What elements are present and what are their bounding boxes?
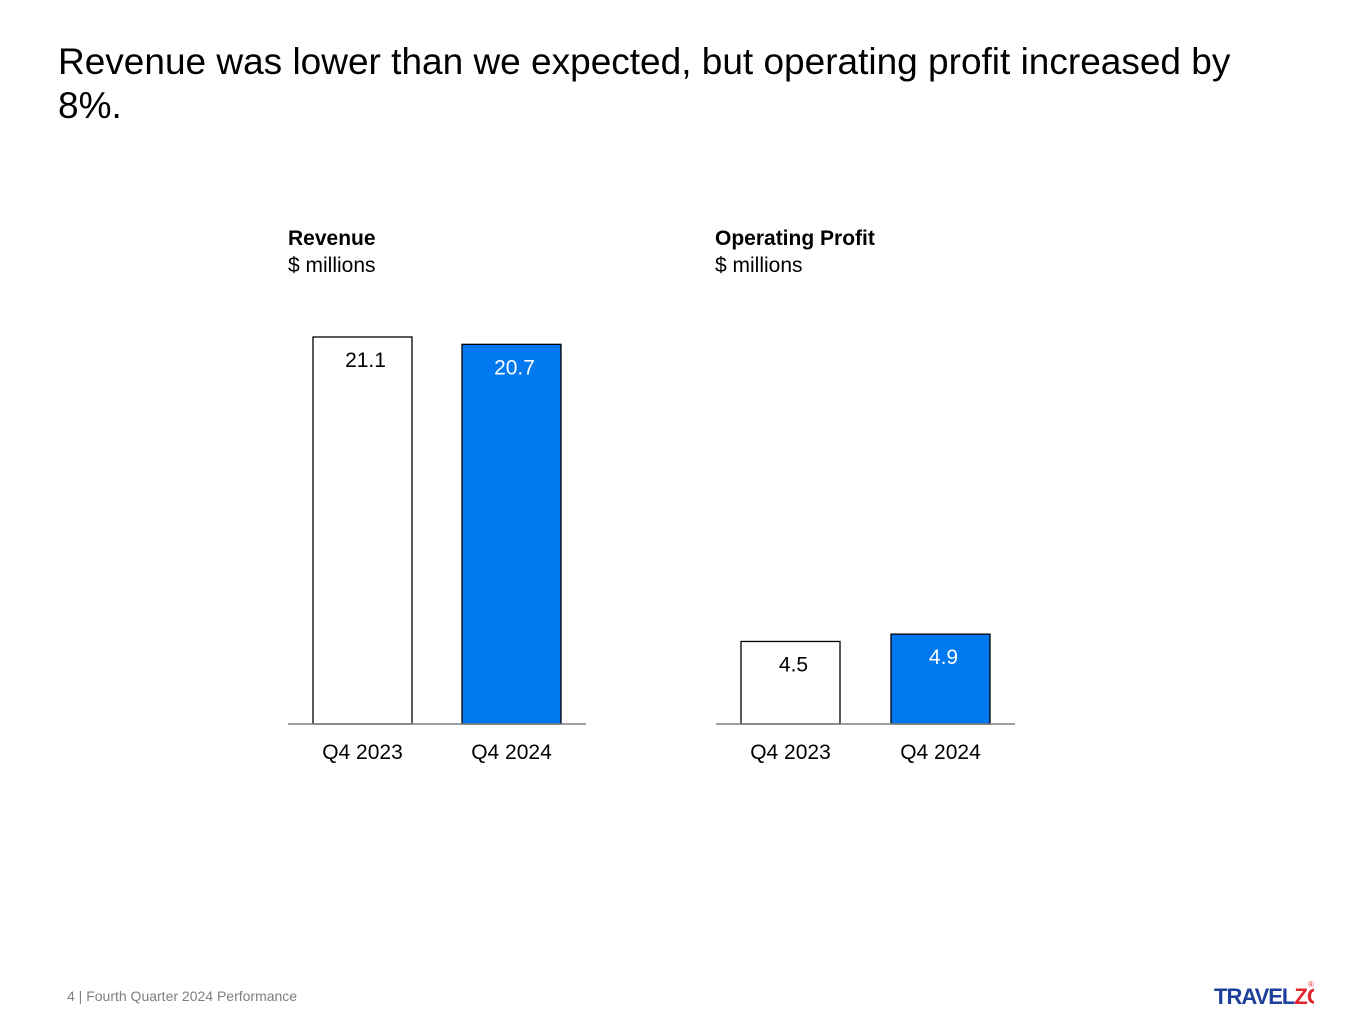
revenue-bar-q4-2024 (461, 343, 562, 725)
revenue-chart: 21.1 Q4 2023 20.7 Q4 2024 (288, 336, 586, 764)
logo-text-accent: ZOO (1294, 984, 1314, 1008)
operating-profit-chart-name: Operating Profit (715, 227, 875, 250)
operating-profit-chart-title: Operating Profit $ millions (715, 225, 875, 279)
logo-text-main: TRAVEL (1214, 984, 1295, 1008)
slide-title: Revenue was lower than we expected, but … (58, 41, 1231, 126)
operating-profit-bar-q4-2023 (740, 640, 841, 725)
revenue-category-label-q4-2024: Q4 2024 (471, 741, 552, 764)
travelzoo-logo: TRAVELZOO ® (1214, 980, 1314, 1008)
revenue-chart-title: Revenue $ millions (288, 225, 376, 279)
revenue-value-label-q4-2024: 20.7 (494, 356, 535, 379)
logo-text: TRAVELZOO (1214, 984, 1314, 1008)
revenue-chart-name: Revenue (288, 227, 376, 250)
revenue-bar-q4-2023 (312, 336, 413, 725)
revenue-value-label-q4-2023: 21.1 (345, 349, 386, 372)
operating-profit-value-label-q4-2023: 4.5 (779, 653, 808, 676)
revenue-chart-unit: $ millions (288, 254, 376, 277)
operating-profit-chart: 4.5 Q4 2023 4.9 Q4 2024 (716, 633, 1015, 764)
operating-profit-category-label-q4-2023: Q4 2023 (750, 741, 831, 764)
operating-profit-chart-unit: $ millions (715, 254, 803, 277)
operating-profit-bar-q4-2024 (890, 633, 991, 725)
revenue-category-label-q4-2023: Q4 2023 (322, 741, 403, 764)
operating-profit-value-label-q4-2024: 4.9 (929, 646, 958, 669)
operating-profit-category-label-q4-2024: Q4 2024 (900, 741, 981, 764)
footer-text: 4 | Fourth Quarter 2024 Performance (67, 988, 298, 1004)
logo-registered-mark: ® (1308, 980, 1314, 989)
